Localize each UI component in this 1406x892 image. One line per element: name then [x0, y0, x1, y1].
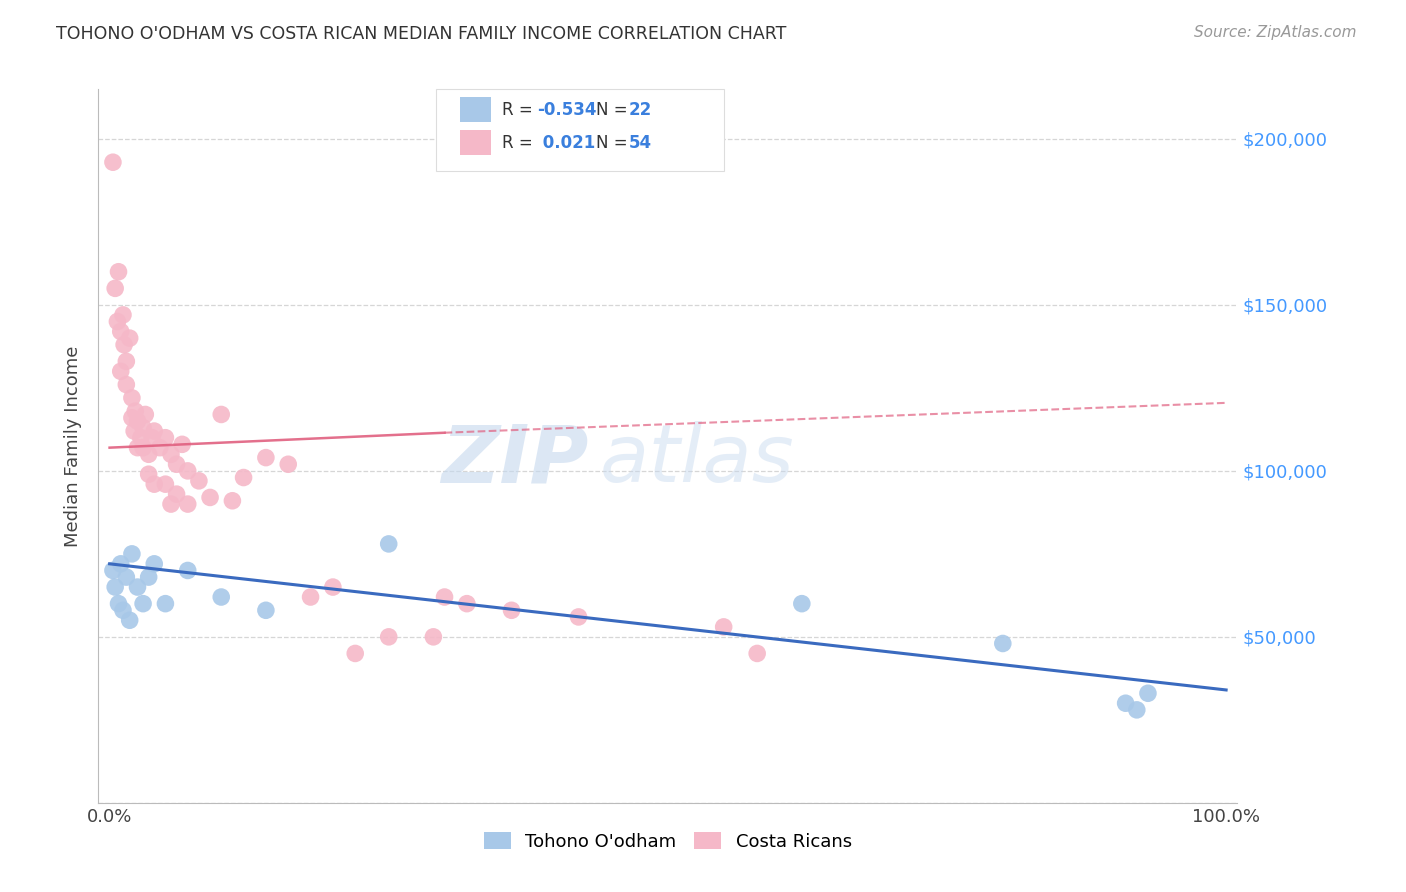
Point [132, 597, 155, 611]
Text: Source: ZipAtlas.com: Source: ZipAtlas.com [1194, 25, 1357, 40]
Point [115, 354, 138, 368]
Point [209, 408, 232, 422]
Point [209, 590, 232, 604]
Point [124, 404, 146, 418]
Point [155, 597, 177, 611]
Text: -0.534: -0.534 [537, 101, 596, 119]
Point [111, 603, 134, 617]
Point [104, 281, 127, 295]
Point [138, 467, 160, 482]
Point [299, 590, 322, 604]
Point [127, 580, 149, 594]
Point [172, 437, 194, 451]
Point [115, 570, 138, 584]
Point [141, 431, 163, 445]
Text: TOHONO O'ODHAM VS COSTA RICAN MEDIAN FAMILY INCOME CORRELATION CHART: TOHONO O'ODHAM VS COSTA RICAN MEDIAN FAM… [56, 25, 786, 43]
Point [322, 580, 344, 594]
Point [129, 431, 152, 445]
Point [232, 470, 254, 484]
Point [501, 603, 523, 617]
Point [110, 364, 132, 378]
Point [747, 647, 769, 661]
Text: atlas: atlas [599, 421, 794, 500]
Point [112, 338, 135, 352]
Point [277, 457, 299, 471]
Text: 54: 54 [628, 134, 651, 152]
Point [713, 620, 735, 634]
Point [121, 391, 143, 405]
Point [138, 447, 160, 461]
Point [107, 265, 129, 279]
Point [149, 441, 172, 455]
Y-axis label: Median Family Income: Median Family Income [65, 345, 83, 547]
Point [107, 597, 129, 611]
Text: ZIP: ZIP [440, 421, 588, 500]
Point [166, 487, 188, 501]
Point [221, 493, 243, 508]
Point [198, 491, 221, 505]
Point [132, 441, 155, 455]
Point [1136, 686, 1159, 700]
Point [127, 414, 149, 428]
Point [1115, 696, 1137, 710]
Point [155, 477, 177, 491]
Legend: Tohono O'odham, Costa Ricans: Tohono O'odham, Costa Ricans [477, 825, 859, 858]
Point [1126, 703, 1149, 717]
Point [344, 647, 367, 661]
Point [166, 457, 188, 471]
Point [121, 547, 143, 561]
Point [177, 564, 200, 578]
Point [187, 474, 209, 488]
Point [104, 580, 127, 594]
Point [138, 570, 160, 584]
Point [111, 308, 134, 322]
Point [143, 424, 166, 438]
Text: R =: R = [502, 101, 538, 119]
Text: R =: R = [502, 134, 538, 152]
Point [122, 424, 145, 438]
Point [101, 564, 124, 578]
Point [160, 497, 183, 511]
Point [132, 421, 155, 435]
Point [134, 408, 156, 422]
Point [118, 331, 141, 345]
Point [991, 636, 1014, 650]
Point [143, 477, 166, 491]
Point [110, 557, 132, 571]
Point [160, 447, 183, 461]
Point [107, 314, 129, 328]
Point [127, 441, 149, 455]
Point [155, 431, 177, 445]
Point [377, 537, 399, 551]
Point [422, 630, 444, 644]
Point [143, 557, 166, 571]
Point [118, 613, 141, 627]
Text: N =: N = [596, 134, 633, 152]
Text: 22: 22 [628, 101, 652, 119]
Point [177, 497, 200, 511]
Point [567, 610, 589, 624]
Point [115, 377, 138, 392]
Text: N =: N = [596, 101, 633, 119]
Point [177, 464, 200, 478]
Text: 0.021: 0.021 [537, 134, 595, 152]
Point [110, 325, 132, 339]
Point [377, 630, 399, 644]
Point [101, 155, 124, 169]
Point [121, 410, 143, 425]
Point [456, 597, 478, 611]
Point [433, 590, 456, 604]
Point [254, 603, 277, 617]
Point [254, 450, 277, 465]
Point [790, 597, 813, 611]
